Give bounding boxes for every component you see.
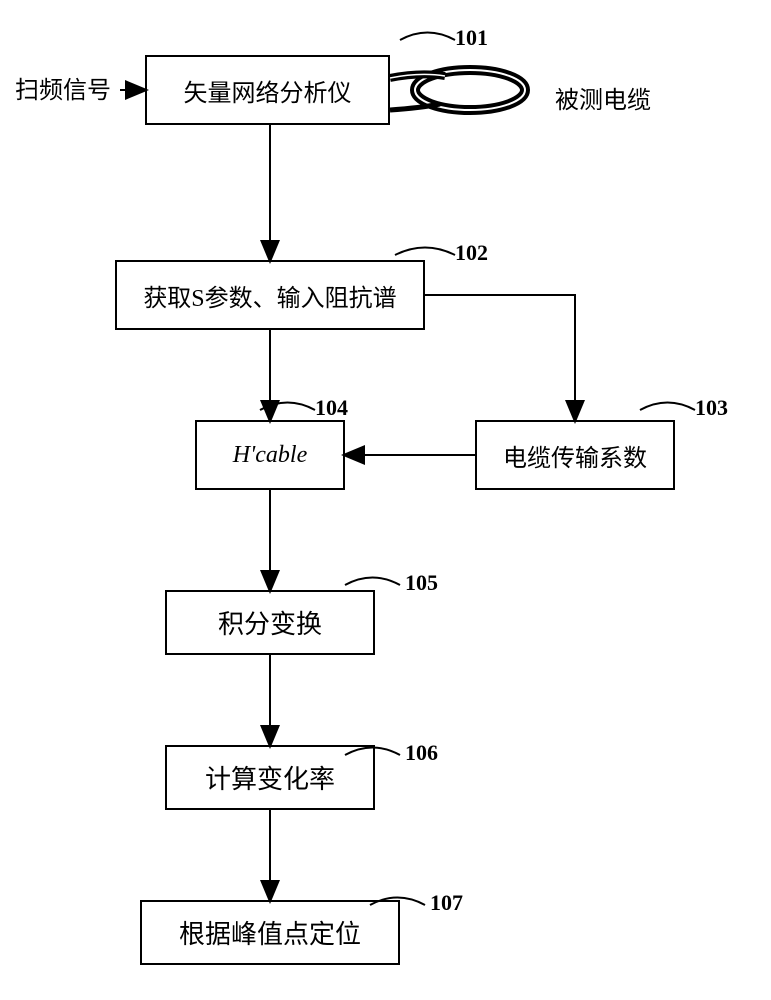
input-signal-text: 扫频信号 bbox=[15, 78, 111, 104]
cable-label: 被测电缆 bbox=[555, 80, 651, 115]
node-105: 积分变换 bbox=[165, 590, 375, 655]
node-103-text: 电缆传输系数 bbox=[503, 438, 647, 473]
node-104-text: H'cable bbox=[233, 442, 307, 469]
ref-102: 102 bbox=[455, 240, 488, 266]
ref-106: 106 bbox=[405, 740, 438, 766]
ref-107: 107 bbox=[430, 890, 463, 916]
node-102: 获取S参数、输入阻抗谱 bbox=[115, 260, 425, 330]
node-103: 电缆传输系数 bbox=[475, 420, 675, 490]
node-105-text: 积分变换 bbox=[218, 604, 322, 641]
cable-coil-icon bbox=[390, 60, 550, 120]
cable-label-text: 被测电缆 bbox=[555, 88, 651, 114]
ref-105: 105 bbox=[405, 570, 438, 596]
node-101: 矢量网络分析仪 bbox=[145, 55, 390, 125]
node-102-text: 获取S参数、输入阻抗谱 bbox=[143, 278, 396, 313]
ref-103: 103 bbox=[695, 395, 728, 421]
ref-101: 101 bbox=[455, 25, 488, 51]
node-104: H'cable bbox=[195, 420, 345, 490]
input-signal-label: 扫频信号 bbox=[15, 70, 111, 105]
node-106: 计算变化率 bbox=[165, 745, 375, 810]
ref-104: 104 bbox=[315, 395, 348, 421]
node-101-text: 矢量网络分析仪 bbox=[184, 73, 352, 108]
node-107: 根据峰值点定位 bbox=[140, 900, 400, 965]
flowchart-arrows bbox=[0, 0, 771, 1000]
node-107-text: 根据峰值点定位 bbox=[179, 914, 361, 951]
node-106-text: 计算变化率 bbox=[205, 759, 335, 796]
